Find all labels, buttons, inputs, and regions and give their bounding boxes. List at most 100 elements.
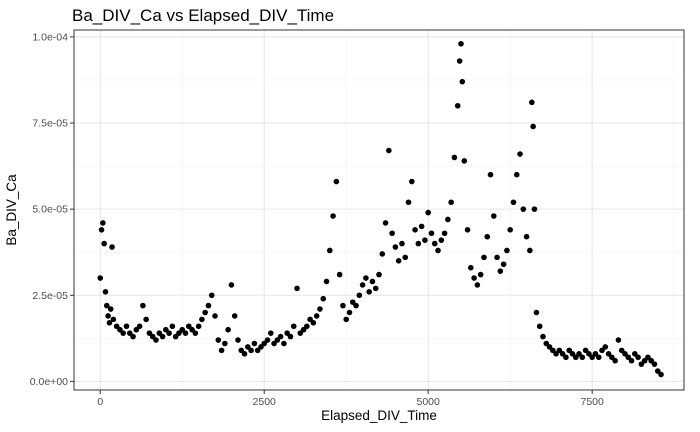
data-point: [251, 340, 258, 347]
data-point: [363, 275, 369, 281]
data-point: [208, 292, 215, 299]
data-point: [513, 171, 520, 178]
x-tick-label: 0: [97, 396, 103, 408]
data-point: [471, 275, 477, 281]
data-point: [422, 237, 428, 243]
data-point: [159, 333, 166, 340]
data-point: [212, 313, 218, 319]
data-point: [389, 230, 395, 237]
data-point: [330, 213, 336, 219]
data-point: [317, 306, 323, 312]
data-point: [468, 264, 474, 271]
data-point: [228, 282, 235, 288]
data-point: [461, 158, 468, 164]
y-axis-ticks: 0.0e+00 2.5e-05 5.0e-05 7.5e-05 1.0e-04: [30, 31, 74, 388]
data-point: [123, 323, 130, 330]
data-point: [323, 278, 330, 285]
data-point: [101, 240, 107, 247]
data-point: [109, 244, 115, 250]
data-point: [166, 330, 172, 336]
data-point: [366, 289, 372, 295]
data-point: [540, 333, 546, 340]
data-point: [222, 340, 228, 347]
data-point: [431, 240, 438, 247]
data-point: [320, 295, 327, 302]
data-point: [531, 206, 538, 212]
data-point: [477, 271, 484, 278]
y-axis-title: Ba_DIV_Ca: [4, 174, 19, 246]
data-point: [267, 330, 274, 336]
x-tick-label: 5000: [417, 396, 441, 408]
data-point: [428, 230, 435, 237]
data-point: [106, 320, 113, 326]
data-point: [136, 323, 143, 330]
data-point: [130, 333, 136, 340]
data-point: [287, 333, 294, 340]
data-point: [517, 151, 523, 157]
data-point: [520, 206, 527, 212]
data-point: [107, 306, 114, 312]
data-point: [445, 216, 451, 223]
chart-title: Ba_DIV_Ca vs Elapsed_DIV_Time: [72, 6, 334, 25]
data-point: [343, 316, 350, 323]
data-point: [448, 199, 454, 206]
data-point: [386, 147, 392, 154]
data-point: [290, 323, 297, 330]
data-point: [392, 244, 399, 250]
data-point: [474, 282, 481, 288]
data-point: [405, 199, 412, 206]
data-point: [458, 40, 464, 47]
data-point: [100, 220, 106, 226]
data-point: [415, 240, 422, 247]
x-tick-label: 2500: [253, 396, 277, 408]
data-point: [456, 58, 463, 64]
data-point: [379, 251, 386, 257]
data-point: [277, 333, 284, 340]
data-point: [369, 278, 376, 285]
data-point: [399, 240, 405, 247]
x-tick-label: 7500: [580, 396, 604, 408]
data-point: [336, 271, 343, 278]
data-point: [353, 302, 359, 309]
data-point: [359, 282, 366, 288]
data-point: [120, 330, 126, 336]
y-tick-label: 2.5e-05: [32, 290, 68, 302]
data-point: [533, 309, 540, 316]
data-point: [504, 247, 510, 254]
data-point: [110, 316, 117, 323]
data-point: [451, 154, 458, 161]
data-point: [376, 271, 382, 278]
data-point: [510, 199, 517, 206]
data-point: [527, 247, 533, 254]
data-point: [215, 337, 222, 343]
data-point: [264, 337, 271, 343]
x-axis-ticks: 0 2500 5000 7500: [97, 390, 604, 408]
data-point: [205, 302, 212, 309]
data-point: [497, 268, 504, 274]
data-point: [304, 323, 310, 330]
data-point: [635, 354, 641, 361]
data-point: [507, 227, 513, 233]
data-point: [281, 340, 287, 347]
data-point: [235, 337, 241, 343]
data-point: [459, 78, 466, 85]
data-point: [182, 330, 189, 336]
data-point: [487, 171, 494, 178]
data-point: [651, 361, 658, 367]
data-point: [454, 102, 461, 109]
data-point: [490, 213, 497, 219]
data-point: [340, 302, 346, 309]
y-tick-label: 5.0e-05: [32, 204, 68, 216]
data-point: [199, 316, 205, 323]
data-point: [441, 230, 448, 237]
data-point: [529, 99, 535, 106]
data-point: [333, 178, 340, 185]
data-point: [628, 357, 635, 364]
data-point: [530, 123, 536, 130]
data-points: [97, 40, 664, 378]
data-point: [484, 233, 491, 240]
data-point: [356, 292, 363, 299]
data-point: [658, 371, 664, 378]
data-point: [143, 316, 149, 323]
x-axis-title: Elapsed_DIV_Time: [321, 408, 437, 423]
